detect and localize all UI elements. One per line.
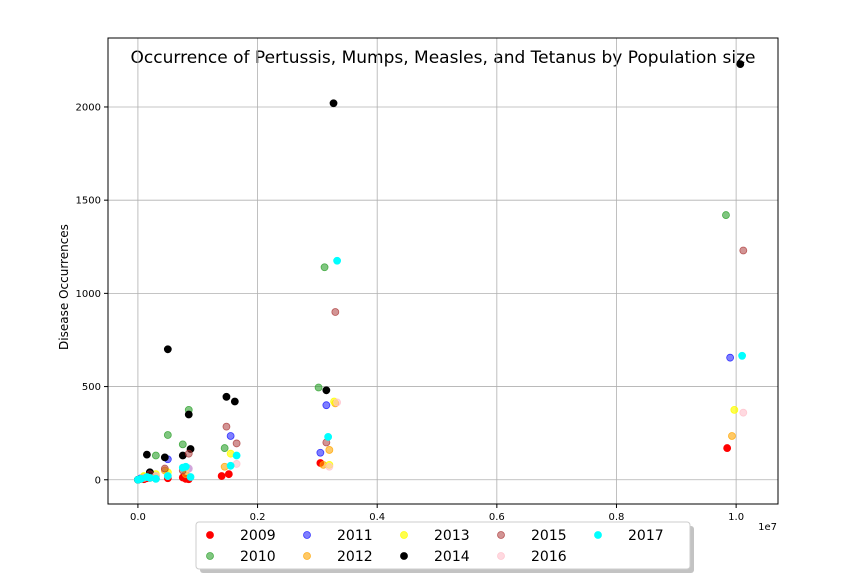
data-point — [722, 211, 730, 219]
data-point — [160, 453, 169, 462]
data-point — [232, 439, 241, 448]
chart-title: Occurrence of Pertussis, Mumps, Measles,… — [131, 48, 756, 68]
data-point — [224, 470, 233, 479]
legend-marker — [303, 531, 311, 539]
data-point — [331, 308, 340, 316]
data-point — [333, 398, 342, 407]
y-tick-label: 500 — [82, 382, 101, 393]
data-point — [726, 353, 735, 362]
data-point — [160, 464, 169, 473]
legend-marker — [400, 531, 408, 539]
legend: 2009 2010 2011 2012 2013 2014 2015 2016 2017 — [195, 521, 694, 573]
data-point — [226, 461, 235, 470]
data-point — [320, 263, 329, 272]
data-point — [723, 444, 732, 452]
data-point — [163, 431, 172, 439]
grid-lines — [108, 38, 778, 504]
data-point — [230, 397, 239, 406]
y-tick-label: 1000 — [76, 289, 101, 300]
series-2014 — [134, 60, 745, 484]
legend-marker — [206, 552, 214, 560]
data-point — [222, 422, 231, 431]
data-point — [181, 462, 190, 471]
data-point — [142, 450, 151, 459]
legend-label: 2009 — [240, 528, 276, 544]
data-point — [163, 345, 172, 354]
legend-marker — [497, 552, 505, 560]
x-tick-label: 0.2 — [250, 512, 266, 523]
data-point — [220, 444, 229, 452]
series-2017 — [134, 256, 747, 484]
y-axis-label: Disease Occurrences — [57, 224, 71, 350]
x-ticks: 0.0 0.2 0.4 0.6 0.8 1.0 — [130, 504, 744, 523]
data-point — [186, 473, 195, 481]
plot-frame — [107, 37, 779, 505]
series-2011 — [137, 353, 735, 483]
y-tick-label: 0 — [95, 475, 101, 486]
data-point — [232, 451, 241, 460]
data-point — [739, 246, 748, 255]
legend-label: 2016 — [531, 549, 567, 565]
legend-label: 2014 — [434, 549, 470, 565]
legend-marker — [400, 552, 408, 560]
data-point — [151, 474, 160, 483]
legend-label: 2012 — [337, 549, 373, 565]
x-tick-label: 0.0 — [130, 512, 146, 523]
y-tick-label: 2000 — [76, 102, 101, 113]
data-point — [151, 451, 160, 460]
data-point — [314, 383, 323, 392]
series-2015 — [139, 246, 748, 482]
data-point — [226, 432, 235, 440]
data-point — [322, 386, 331, 395]
data-point — [333, 256, 342, 265]
x-tick-label: 1.0 — [728, 512, 744, 523]
legend-marker — [594, 531, 602, 539]
data-point — [325, 446, 334, 454]
data-point — [178, 440, 187, 449]
legend-label: 2017 — [628, 528, 664, 544]
x-tick-label: 0.4 — [369, 512, 385, 523]
legend-marker — [206, 531, 214, 539]
data-point — [730, 405, 739, 414]
legend-label: 2013 — [434, 528, 470, 544]
data-point — [324, 432, 333, 441]
data-point — [739, 408, 748, 417]
x-offset-text: 1e7 — [758, 522, 777, 533]
data-point — [329, 99, 338, 108]
legend-marker — [497, 531, 505, 539]
data-point — [736, 60, 745, 68]
series-2010 — [137, 211, 730, 483]
legend-label: 2011 — [337, 528, 373, 544]
data-point — [738, 351, 747, 360]
legend-box — [195, 521, 691, 570]
data-point — [222, 392, 231, 401]
data-point — [184, 410, 193, 419]
data-point — [163, 472, 172, 480]
data-point — [322, 401, 331, 410]
legend-marker — [303, 552, 311, 560]
x-tick-label: 0.8 — [609, 512, 625, 523]
x-tick-label: 0.6 — [489, 512, 505, 523]
y-tick-label: 1500 — [76, 196, 101, 207]
data-point — [217, 472, 226, 480]
data-points — [134, 60, 748, 484]
data-point — [316, 448, 325, 457]
data-point — [325, 462, 334, 471]
y-ticks: 0 500 1000 1500 2000 — [76, 102, 108, 486]
legend-label: 2010 — [240, 549, 276, 565]
data-point — [728, 432, 736, 440]
legend-label: 2015 — [531, 528, 567, 544]
data-point — [184, 449, 193, 458]
